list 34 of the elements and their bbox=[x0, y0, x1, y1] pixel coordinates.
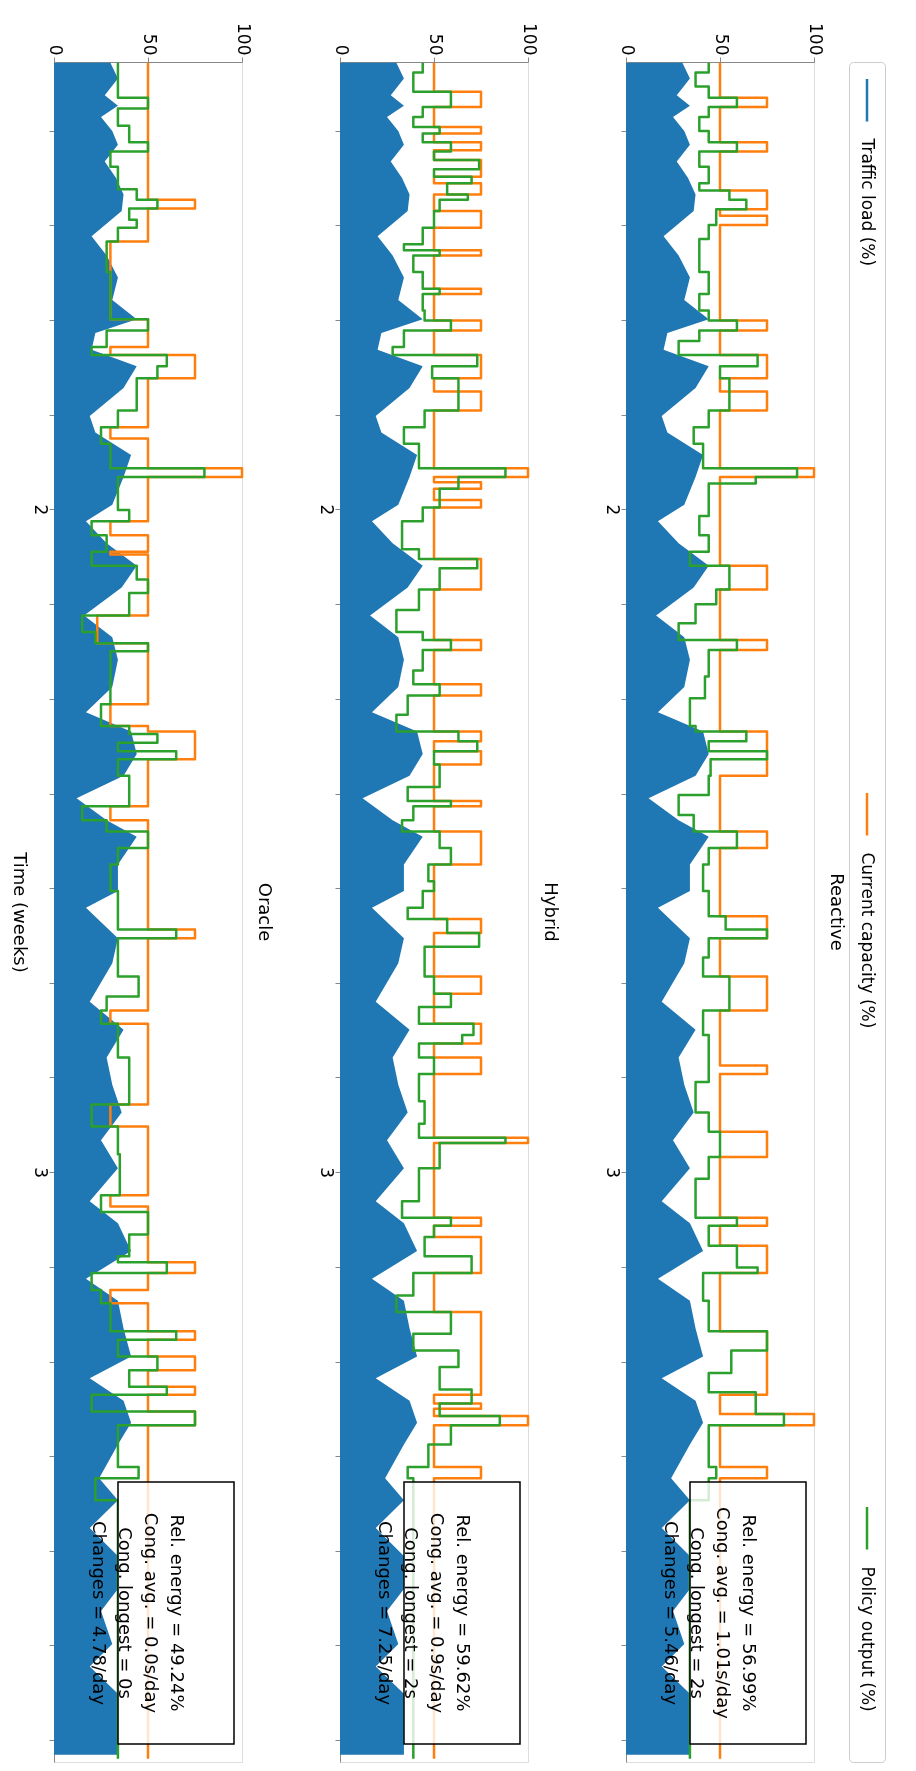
x-tick-label: 50 bbox=[425, 33, 446, 56]
y-axis-title: Time (weeks) bbox=[9, 851, 31, 973]
annotation: Cong. avg. = 0.0s/day bbox=[141, 1512, 162, 1714]
annotation: Changes = 5.46/day bbox=[661, 1520, 682, 1706]
x-tick-label: 50 bbox=[139, 33, 160, 56]
annotation: Changes = 4.78/day bbox=[89, 1520, 110, 1706]
y-tick-label: 2 bbox=[30, 504, 51, 516]
text: Hybrid bbox=[541, 882, 562, 942]
text: Reactive bbox=[827, 873, 848, 951]
y-tick-label: 2 bbox=[316, 504, 337, 516]
y-tick-label: 3 bbox=[30, 1167, 51, 1179]
y-tick-label: 3 bbox=[316, 1167, 337, 1179]
x-tick-label: 100 bbox=[805, 23, 826, 56]
text: Traffic load (%) bbox=[858, 137, 878, 267]
annotation: Cong. avg. = 0.9s/day bbox=[427, 1512, 448, 1714]
annotation: Rel. energy = 56.99% bbox=[739, 1514, 760, 1712]
x-tick-label: 0 bbox=[45, 44, 66, 56]
annotation: Rel. energy = 59.62% bbox=[453, 1514, 474, 1712]
text: Oracle bbox=[255, 882, 276, 942]
x-tick-label: 100 bbox=[233, 23, 254, 56]
text: Policy output (%) bbox=[858, 1566, 878, 1712]
annotation: Cong. longest = 2s bbox=[401, 1527, 422, 1699]
annotation: Changes = 7.25/day bbox=[375, 1520, 396, 1706]
x-tick-label: 0 bbox=[617, 44, 638, 56]
x-tick-label: 0 bbox=[331, 44, 352, 56]
annotation: Rel. energy = 49.24% bbox=[167, 1514, 188, 1712]
annotation: Cong. avg. = 1.01s/day bbox=[713, 1507, 734, 1720]
annotation: Cong. longest = 2s bbox=[687, 1527, 708, 1699]
annotation: Cong. longest = 0s bbox=[115, 1527, 136, 1699]
x-tick-label: 100 bbox=[519, 23, 540, 56]
text: Current capacity (%) bbox=[858, 852, 878, 1029]
y-tick-label: 3 bbox=[602, 1167, 623, 1179]
y-tick-label: 2 bbox=[602, 504, 623, 516]
x-tick-label: 50 bbox=[711, 33, 732, 56]
